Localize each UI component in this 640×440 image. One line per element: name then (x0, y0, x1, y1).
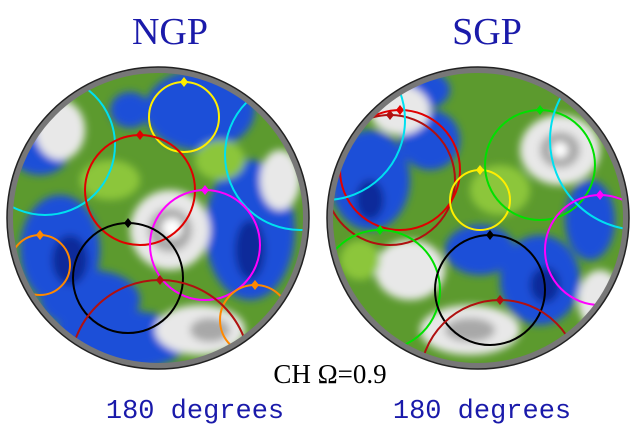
circle-marker (124, 218, 132, 228)
map-blob (195, 140, 245, 180)
map-blob (190, 318, 230, 342)
map-blob (235, 220, 265, 280)
map-blob (340, 240, 380, 280)
match-circle (549, 72, 624, 231)
circle-marker (496, 295, 504, 305)
panel-caption: 180 degrees (393, 397, 571, 427)
model-label: CH Ω=0.9 (273, 359, 386, 389)
circle-marker (396, 105, 404, 115)
circle-marker (156, 275, 164, 285)
map-blob (445, 225, 515, 275)
circle-marker (536, 105, 544, 115)
panel-caption: 180 degrees (106, 397, 284, 427)
circle-marker (386, 110, 394, 120)
circle-marker (36, 230, 44, 240)
panel-title: SGP (452, 11, 522, 53)
circle-marker (201, 185, 209, 195)
map-rim (327, 67, 629, 369)
map-blob (375, 240, 445, 300)
map-blob (470, 165, 530, 215)
map-blob (80, 160, 140, 200)
circle-marker (376, 225, 384, 235)
circle-marker (136, 130, 144, 140)
map-blob (260, 150, 300, 210)
map-blob (445, 318, 495, 342)
map-blob (162, 218, 182, 238)
map-blob (565, 180, 615, 260)
map-blob (110, 92, 150, 128)
circle-marker (251, 280, 259, 290)
panel-title: NGP (132, 11, 208, 53)
match-circle (332, 72, 406, 201)
map-rim-outline (326, 66, 630, 370)
map-blob (552, 142, 568, 158)
map-rim-outline (6, 66, 310, 370)
circle-marker (180, 77, 188, 87)
circle-marker (486, 230, 494, 240)
circle-marker (596, 190, 604, 200)
circle-marker (476, 165, 484, 175)
map-rim (7, 67, 309, 369)
